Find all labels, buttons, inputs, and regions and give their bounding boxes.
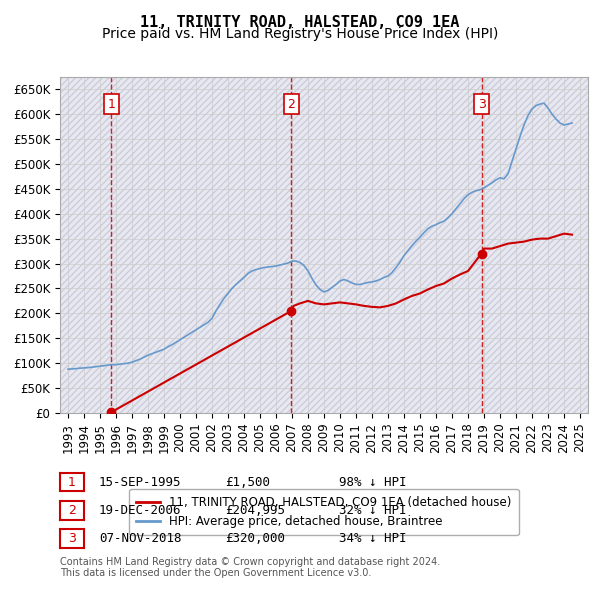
Text: 32% ↓ HPI: 32% ↓ HPI (339, 504, 407, 517)
Text: 07-NOV-2018: 07-NOV-2018 (99, 532, 182, 545)
Text: Price paid vs. HM Land Registry's House Price Index (HPI): Price paid vs. HM Land Registry's House … (102, 27, 498, 41)
Legend: 11, TRINITY ROAD, HALSTEAD, CO9 1EA (detached house), HPI: Average price, detach: 11, TRINITY ROAD, HALSTEAD, CO9 1EA (det… (129, 489, 519, 535)
Text: 98% ↓ HPI: 98% ↓ HPI (339, 476, 407, 489)
Text: 1: 1 (107, 97, 115, 110)
Text: 1: 1 (68, 476, 76, 489)
Text: 11, TRINITY ROAD, HALSTEAD, CO9 1EA: 11, TRINITY ROAD, HALSTEAD, CO9 1EA (140, 15, 460, 30)
Text: £1,500: £1,500 (225, 476, 270, 489)
Text: 3: 3 (68, 532, 76, 545)
Text: 34% ↓ HPI: 34% ↓ HPI (339, 532, 407, 545)
Text: £320,000: £320,000 (225, 532, 285, 545)
FancyBboxPatch shape (55, 77, 600, 413)
Text: 19-DEC-2006: 19-DEC-2006 (99, 504, 182, 517)
Text: £204,995: £204,995 (225, 504, 285, 517)
Text: 3: 3 (478, 97, 485, 110)
Text: 2: 2 (287, 97, 295, 110)
Text: 2: 2 (68, 504, 76, 517)
Text: Contains HM Land Registry data © Crown copyright and database right 2024.
This d: Contains HM Land Registry data © Crown c… (60, 556, 440, 578)
Text: 15-SEP-1995: 15-SEP-1995 (99, 476, 182, 489)
